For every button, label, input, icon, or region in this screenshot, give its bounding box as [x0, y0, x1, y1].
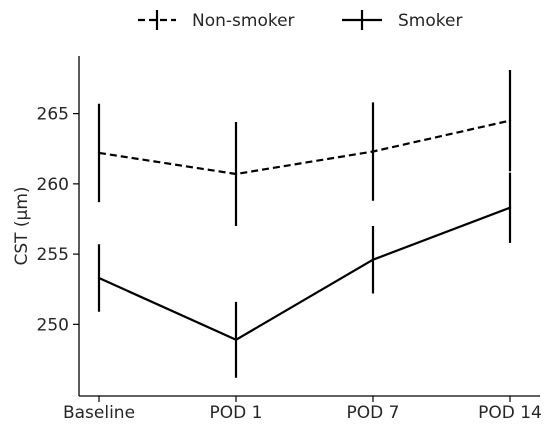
legend-label-non-smoker: Non-smoker [192, 11, 295, 31]
y-tick-label: 265 [37, 105, 69, 125]
data-point-smoker [234, 338, 238, 342]
y-axis-title: CST (μm) [12, 186, 32, 265]
x-tick-label: POD 14 [478, 403, 542, 423]
legend: Non-smoker Smoker [138, 10, 462, 31]
y-tick-label: 250 [37, 315, 69, 335]
data-point-smoker [97, 276, 101, 280]
axes: 250 255 260 265 Baseline POD 1 POD 7 POD 14 [37, 56, 542, 423]
x-tick-label: Baseline [63, 403, 135, 423]
data-point-non-smoker [234, 172, 238, 176]
legend-item-non-smoker: Non-smoker [138, 10, 295, 31]
y-tick-label: 260 [37, 175, 69, 195]
x-tick-label: POD 1 [210, 403, 263, 423]
data-point-non-smoker [508, 119, 512, 122]
data-point-non-smoker [371, 150, 375, 153]
plot-area [97, 70, 512, 378]
x-tick-label: POD 7 [347, 403, 400, 423]
legend-label-smoker: Smoker [398, 11, 462, 31]
data-point-smoker [371, 258, 375, 261]
series-line-non-smoker [98, 119, 511, 176]
data-point-non-smoker [97, 151, 101, 155]
series-line-smoker [98, 206, 511, 341]
legend-item-smoker: Smoker [342, 10, 462, 31]
data-point-smoker [508, 206, 512, 209]
y-tick-label: 255 [37, 245, 69, 265]
